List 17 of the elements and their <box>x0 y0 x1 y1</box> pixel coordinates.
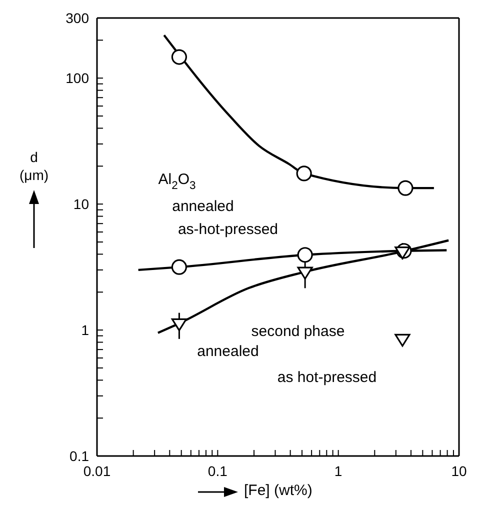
y-tick-label: 300 <box>66 10 90 26</box>
x-tick-label: 10 <box>451 462 467 479</box>
annotation: as-hot-pressed <box>178 220 278 238</box>
y-tick-label: 0.1 <box>70 448 90 464</box>
x-tick-label: 0.1 <box>208 462 228 479</box>
annotation: annealed <box>197 342 259 360</box>
annotation: Al$_{2}$O$_{3}$ <box>158 170 196 192</box>
y-tick-label: 100 <box>66 70 90 86</box>
x-tick-label: 0.01 <box>83 462 111 479</box>
y-tick-label: 1 <box>81 322 90 338</box>
annotation: annealed <box>172 198 234 215</box>
annotation: as hot-pressed <box>277 368 377 386</box>
x-tick-label: 1 <box>334 462 342 479</box>
annotation: second phase <box>251 322 345 340</box>
x-axis-title: [Fe] (wt%) <box>244 482 312 499</box>
y-axis-title: d (μm) <box>18 148 50 184</box>
y-tick-label: 10 <box>73 196 90 212</box>
